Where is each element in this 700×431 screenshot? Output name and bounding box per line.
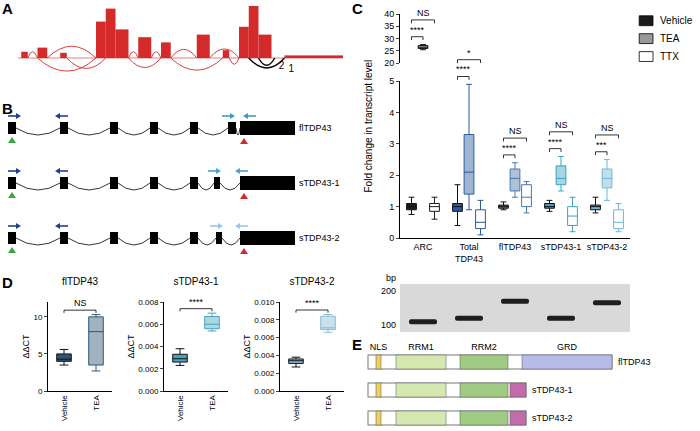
svg-text:sTDP43-1: sTDP43-1	[299, 178, 340, 188]
svg-text:TEA: TEA	[92, 395, 101, 411]
svg-text:0.002: 0.002	[254, 369, 275, 378]
svg-text:sTDP43-2: sTDP43-2	[299, 233, 340, 243]
svg-text:40: 40	[384, 9, 394, 19]
svg-text:4: 4	[389, 108, 394, 118]
svg-text:0.000: 0.000	[138, 387, 159, 396]
svg-text:0.004: 0.004	[138, 342, 159, 351]
svg-text:flTDP43: flTDP43	[62, 276, 99, 287]
svg-text:ARC: ARC	[413, 242, 433, 252]
svg-text:Fold change in transcript leve: Fold change in transcript level	[363, 60, 374, 193]
svg-text:0.008: 0.008	[138, 298, 159, 307]
svg-text:35: 35	[384, 21, 394, 31]
svg-text:0.004: 0.004	[254, 351, 275, 360]
svg-text:20: 20	[384, 58, 394, 68]
svg-text:RRM2: RRM2	[471, 342, 497, 352]
html-text:B: B	[2, 100, 13, 117]
svg-text:5: 5	[38, 350, 43, 359]
svg-text:ΔΔCT: ΔΔCT	[242, 334, 252, 359]
svg-text:sTDP43-2: sTDP43-2	[587, 242, 628, 252]
svg-text:flTDP43: flTDP43	[499, 242, 532, 252]
svg-text:2: 2	[279, 60, 285, 71]
svg-text:flTDP43: flTDP43	[618, 357, 651, 367]
svg-text:TotalTDP43: TotalTDP43	[455, 242, 483, 264]
svg-text:0.006: 0.006	[254, 333, 275, 342]
svg-text:0.006: 0.006	[138, 320, 159, 329]
svg-text:ΔΔCT: ΔΔCT	[126, 334, 136, 359]
svg-text:RRM1: RRM1	[408, 342, 434, 352]
svg-text:*: *	[467, 48, 471, 58]
svg-text:NS: NS	[555, 120, 568, 130]
svg-text:GRD: GRD	[557, 342, 578, 352]
svg-text:bp: bp	[386, 273, 396, 283]
svg-text:Vehicle: Vehicle	[176, 395, 185, 421]
svg-text:TEA: TEA	[660, 33, 680, 44]
svg-text:sTDP43-1: sTDP43-1	[532, 385, 573, 395]
svg-text:NS: NS	[417, 8, 430, 18]
svg-text:3: 3	[389, 139, 394, 149]
svg-text:****: ****	[189, 297, 204, 307]
svg-text:sTDP43-1: sTDP43-1	[541, 242, 582, 252]
svg-text:10: 10	[33, 313, 42, 322]
svg-text:NS: NS	[601, 123, 614, 133]
svg-text:0: 0	[38, 387, 43, 396]
svg-text:1: 1	[289, 63, 295, 74]
svg-text:0: 0	[389, 233, 394, 243]
svg-text:NS: NS	[509, 126, 522, 136]
html-text:E: E	[352, 336, 362, 353]
html-text:C: C	[352, 0, 363, 17]
svg-text:5: 5	[389, 76, 394, 86]
svg-text:200: 200	[381, 286, 396, 296]
svg-text:TEA: TEA	[324, 395, 333, 411]
svg-text:ΔΔCT: ΔΔCT	[21, 334, 31, 359]
svg-text:2: 2	[389, 170, 394, 180]
svg-text:30: 30	[384, 34, 394, 44]
svg-text:TEA: TEA	[208, 395, 217, 411]
svg-text:***: ***	[596, 140, 607, 150]
svg-text:0.008: 0.008	[254, 316, 275, 325]
svg-text:NS: NS	[74, 298, 87, 308]
svg-text:25: 25	[384, 46, 394, 56]
svg-text:sTDP43-2: sTDP43-2	[289, 276, 334, 287]
svg-text:****: ****	[456, 64, 471, 74]
svg-text:****: ****	[305, 298, 320, 308]
svg-text:****: ****	[410, 25, 425, 35]
svg-text:0.010: 0.010	[254, 298, 275, 307]
svg-text:1: 1	[389, 202, 394, 212]
svg-text:****: ****	[548, 137, 563, 147]
svg-text:Vehicle: Vehicle	[292, 395, 301, 421]
svg-text:TTX: TTX	[660, 51, 679, 62]
svg-text:sTDP43-2: sTDP43-2	[532, 413, 573, 423]
svg-text:NLS: NLS	[370, 342, 388, 352]
svg-text:****: ****	[502, 143, 517, 153]
svg-text:0.000: 0.000	[254, 387, 275, 396]
html-text:A: A	[2, 0, 13, 17]
svg-text:0.002: 0.002	[138, 365, 159, 374]
svg-text:sTDP43-1: sTDP43-1	[173, 276, 218, 287]
svg-text:Vehicle: Vehicle	[60, 395, 69, 421]
svg-text:flTDP43: flTDP43	[299, 123, 332, 133]
svg-text:100: 100	[381, 320, 396, 330]
html-text:D: D	[2, 274, 13, 291]
svg-text:Vehicle: Vehicle	[660, 15, 693, 26]
